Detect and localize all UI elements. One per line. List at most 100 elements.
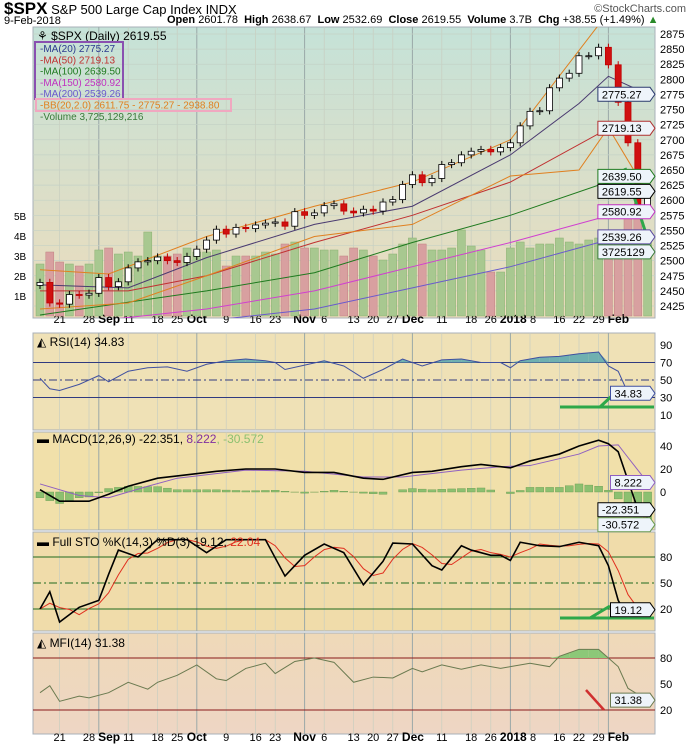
y-axis-label: 2625	[660, 180, 684, 192]
candle-body	[134, 261, 142, 269]
candle-body	[448, 162, 456, 165]
macd-histogram-bar	[614, 491, 623, 500]
candle-body	[477, 149, 485, 152]
y-axis-label: 2725	[660, 120, 684, 132]
macd-histogram-bar	[74, 491, 84, 498]
x-axis-label: 18	[465, 314, 477, 326]
rsi-fill	[569, 353, 579, 363]
x-axis-label: 6	[321, 732, 327, 744]
x-axis-label: 18	[151, 314, 163, 326]
rsi-line	[39, 351, 648, 399]
macd-histogram-bar	[271, 490, 280, 493]
mfi-line	[39, 648, 648, 702]
mfi-fill	[569, 649, 579, 658]
candle-body	[497, 147, 505, 153]
legend-entry: -MA(100) 2639.50	[40, 67, 121, 78]
y-axis-label: 30	[660, 393, 672, 405]
x-axis-label: 22	[573, 732, 585, 744]
macd-histogram-bar	[476, 487, 486, 493]
volume-bar	[564, 241, 574, 317]
candle-body	[301, 211, 309, 216]
macd-histogram-bar	[369, 491, 378, 494]
candle-body	[605, 46, 612, 66]
y-axis-label: 20	[660, 604, 672, 616]
candle-body	[457, 154, 465, 164]
macd-histogram-bar	[163, 487, 172, 493]
candle-body	[418, 174, 426, 184]
x-axis-label: 20	[367, 732, 379, 744]
x-axis-label: 13	[347, 314, 359, 326]
price-value-tag-box	[597, 229, 656, 245]
volume-bar	[408, 237, 417, 317]
volume-bar	[506, 247, 515, 317]
x-axis-label: 18	[151, 732, 163, 744]
volume-bar	[280, 243, 290, 317]
candle-body	[212, 228, 220, 241]
candle-body	[242, 227, 250, 230]
price-value-tag-box	[597, 204, 656, 220]
rsi-panel	[32, 332, 656, 431]
price-value-tag: 2580.92	[602, 207, 642, 219]
x-axis-label: 8	[530, 314, 536, 326]
candle-body	[516, 125, 524, 144]
x-axis-label: 26	[485, 732, 497, 744]
candle-body	[271, 221, 279, 224]
legend-entry: -MA(150) 2580.92	[40, 78, 121, 89]
macd-signal-line	[39, 444, 648, 499]
y-axis-label: 50	[660, 679, 672, 691]
x-axis-label: 21	[53, 314, 65, 326]
x-axis-label: 13	[347, 732, 359, 744]
y-axis-label: 2750	[660, 105, 684, 117]
y-axis-label: 2650	[660, 165, 684, 177]
y-axis-label: 80	[660, 653, 672, 665]
y-axis-label: 2500	[660, 256, 684, 268]
candle-body	[36, 282, 44, 286]
x-axis-label: 11	[436, 732, 447, 744]
rsi-fill	[539, 356, 550, 363]
mfi-fill	[588, 649, 599, 658]
candle-body	[56, 302, 63, 305]
legend-entry: -MA(20) 2775.27	[40, 44, 115, 55]
x-axis-label: 18	[465, 732, 477, 744]
macd-line	[39, 439, 649, 519]
macd-histogram-bar	[202, 489, 211, 493]
macd-value-tag: -22.351	[602, 505, 639, 517]
macd-histogram-bar	[182, 489, 192, 493]
x-axis-label: 26	[485, 314, 497, 326]
macd-histogram-bar	[418, 488, 427, 493]
macd-histogram-bar	[251, 490, 260, 493]
x-axis-label: 27	[387, 732, 399, 744]
sto-annotation	[560, 604, 654, 620]
rsi-fill	[549, 356, 560, 363]
mfi-value-tag: 31.38	[615, 695, 643, 707]
price-title: ⚘ $SPX (Daily) 2619.55	[37, 29, 167, 43]
volume-axis-label: 1B	[14, 292, 27, 303]
volume-bar	[545, 243, 554, 317]
x-axis-label: 27	[387, 314, 399, 326]
volume-bar	[525, 247, 535, 317]
candle-body	[46, 282, 54, 304]
candle-body	[546, 87, 553, 112]
rsi-fill	[451, 359, 462, 363]
macd-histogram-bar	[280, 491, 290, 493]
x-axis-label: 11	[123, 732, 134, 744]
x-axis-label: 25	[171, 314, 183, 326]
price-value-tag: 2639.50	[602, 171, 642, 183]
macd-histogram-bar	[565, 485, 574, 493]
candle-body	[585, 55, 593, 58]
volume-bar	[398, 243, 407, 317]
x-axis-label: 22	[573, 314, 585, 326]
candle-body	[124, 267, 132, 283]
candle-body	[340, 203, 348, 212]
macd-histogram-bar	[574, 483, 584, 493]
price-value-tag: 2539.26	[602, 232, 642, 244]
x-axis-label: 11	[436, 314, 447, 326]
volume-bar	[486, 271, 496, 317]
rsi-fill	[588, 352, 599, 363]
volume-bar	[241, 255, 251, 317]
y-axis-label: 0	[660, 487, 666, 499]
x-axis-label: 25	[171, 732, 183, 744]
candle-body	[105, 277, 112, 288]
macd-histogram-bar	[437, 489, 446, 493]
